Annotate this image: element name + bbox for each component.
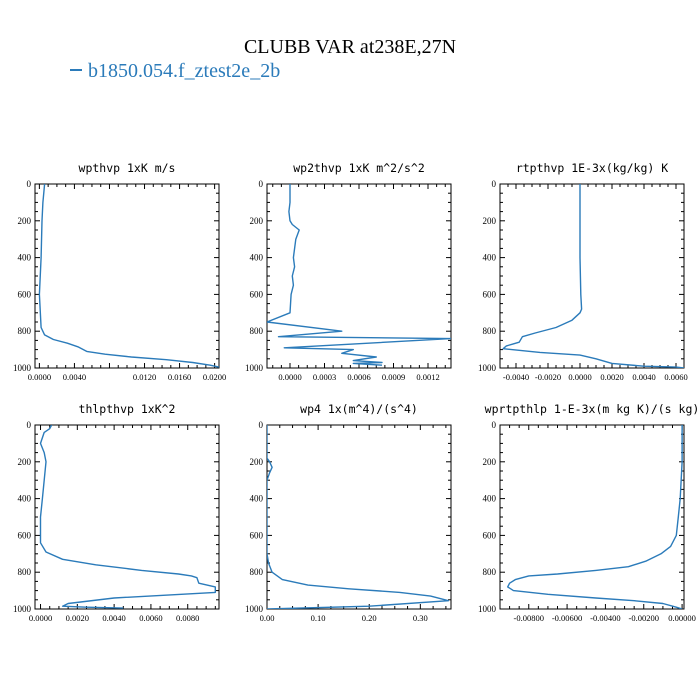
y-tick-label: 200: [250, 216, 264, 226]
series-line-1: [267, 184, 451, 366]
y-tick-label: 600: [250, 530, 264, 540]
y-tick-label: 400: [483, 494, 497, 504]
y-tick-label: 600: [18, 530, 32, 540]
y-tick-label: 200: [483, 457, 497, 467]
y-tick-label: 200: [18, 457, 32, 467]
x-tick-label: 0.30: [413, 613, 428, 623]
y-tick-label: 400: [250, 494, 264, 504]
x-tick-label: 0.0040: [102, 613, 125, 623]
x-tick-label: -0.00800: [514, 613, 544, 623]
x-tick-label: 0.10: [311, 613, 326, 623]
x-tick-label: 0.0020: [66, 613, 89, 623]
y-tick-label: 0: [259, 179, 264, 189]
y-tick-label: 800: [18, 567, 32, 577]
y-tick-label: 0: [259, 420, 264, 430]
y-tick-label: 1000: [245, 363, 264, 373]
plot-title: wp2thvp 1xK m^2/s^2: [293, 161, 425, 175]
y-tick-label: 1000: [478, 363, 497, 373]
x-tick-label: -0.00400: [590, 613, 620, 623]
plot-frame: [34, 424, 220, 610]
plot-title: wprtpthlp 1-E-3x(m kg K)/(s kg): [485, 402, 700, 416]
legend: b1850.054.f_ztest2e_2b: [70, 60, 280, 83]
y-tick-label: 200: [483, 216, 497, 226]
x-tick-label: 0.0006: [347, 372, 370, 382]
plot-frame: [266, 424, 452, 610]
legend-line-swatch: [70, 69, 82, 72]
series-line-1: [502, 184, 684, 368]
x-tick-label: 0.00: [260, 613, 275, 623]
y-tick-label: 600: [18, 289, 32, 299]
y-tick-label: 200: [250, 457, 264, 467]
x-tick-label: 0.0120: [133, 372, 156, 382]
y-tick-label: 1000: [13, 363, 32, 373]
x-tick-label: 0.0040: [63, 372, 86, 382]
x-tick-label: 0.0160: [168, 372, 191, 382]
y-tick-label: 1000: [245, 604, 264, 614]
y-tick-label: 400: [483, 253, 497, 263]
plot-title: wpthvp 1xK m/s: [79, 161, 176, 175]
x-tick-label: 0.0000: [28, 372, 51, 382]
y-tick-label: 1000: [13, 604, 32, 614]
y-tick-label: 0: [27, 420, 32, 430]
series-line-1: [38, 184, 219, 368]
x-tick-label: 0.20: [362, 613, 377, 623]
series-line-1: [267, 425, 450, 609]
y-tick-label: 400: [18, 253, 32, 263]
y-tick-label: 600: [250, 289, 264, 299]
x-tick-label: 0.0200: [203, 372, 226, 382]
x-tick-label: -0.0040: [503, 372, 529, 382]
x-tick-label: 0.0080: [176, 613, 199, 623]
plot-title: rtpthvp 1E-3x(kg/kg) K: [516, 161, 668, 175]
x-tick-label: 0.0009: [382, 372, 405, 382]
y-tick-label: 400: [250, 253, 264, 263]
series-line-1: [39, 425, 217, 609]
series-line-1: [507, 425, 683, 609]
x-tick-label: -0.0020: [535, 372, 561, 382]
x-tick-label: 0.0000: [278, 372, 301, 382]
page-title: CLUBB VAR at238E,27N: [243, 36, 457, 58]
y-tick-label: 600: [483, 289, 497, 299]
x-tick-label: 0.0012: [416, 372, 439, 382]
x-tick-label: 0.0000: [568, 372, 591, 382]
plot-panel-6: wprtpthlp 1-E-3x(m kg K)/(s kg) 0 200 400 60…: [478, 402, 699, 623]
y-tick-label: 800: [18, 326, 32, 336]
plot-frame: [499, 183, 685, 369]
y-tick-label: 0: [492, 420, 497, 430]
x-tick-label: -0.00600: [552, 613, 582, 623]
plot-frame: [34, 183, 220, 369]
y-tick-label: 400: [18, 494, 32, 504]
x-tick-label: -0.00200: [629, 613, 659, 623]
y-tick-label: 200: [18, 216, 32, 226]
y-tick-label: 800: [250, 567, 264, 577]
x-tick-label: 0.0020: [600, 372, 623, 382]
plot-title: wp4 1x(m^4)/(s^4): [300, 402, 418, 416]
x-tick-label: 0.0003: [313, 372, 336, 382]
x-tick-label: 0.0060: [139, 613, 162, 623]
x-tick-label: 0.0000: [29, 613, 52, 623]
plot-panel-3: rtpthvp 1E-3x(kg/kg) K02004006008001000-…: [478, 161, 688, 382]
y-tick-label: 0: [492, 179, 497, 189]
y-tick-label: 800: [483, 567, 497, 577]
y-tick-label: 800: [250, 326, 264, 336]
y-tick-label: 1000: [478, 604, 497, 614]
y-tick-label: 0: [27, 179, 32, 189]
legend-label: b1850.054.f_ztest2e_2b: [88, 60, 281, 82]
x-tick-label: 0.0040: [632, 372, 655, 382]
plot-frame: [499, 424, 685, 610]
plot-panel-2: wp2thvp 1xK m^2/s^2 0 200 400 600 800 1000 0.00…: [245, 161, 452, 382]
x-tick-label: 0.00000: [668, 613, 696, 623]
y-tick-label: 800: [483, 326, 497, 336]
plot-title: thlpthvp 1xK^2: [79, 402, 176, 416]
y-tick-label: 600: [483, 530, 497, 540]
x-tick-label: 0.0060: [664, 372, 687, 382]
